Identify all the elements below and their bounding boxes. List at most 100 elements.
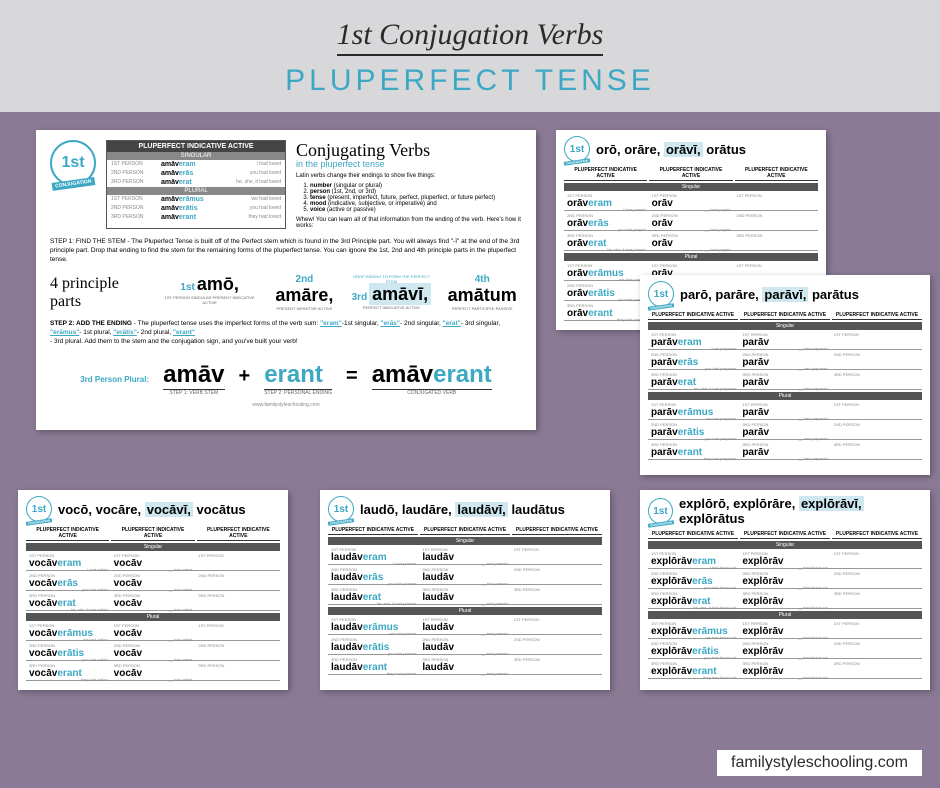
conjugation-cell: 1ST PERSONexplōrāverāmuswe had found out xyxy=(648,619,739,639)
paradigm-table: PLUPERFECT INDICATIVE ACTIVE SINGULAR 1S… xyxy=(106,140,286,229)
principle-parts-header: laudō, laudāre, laudāvī, laudātus xyxy=(360,502,565,517)
conjugation-cell: 1ST PERSONexplōrāveramI had found out xyxy=(648,549,739,569)
conjugation-cell: 1ST PERSONvocāv__ had called xyxy=(111,621,196,641)
conjugation-cell: 1ST PERSONorāv__ had prayed xyxy=(649,191,734,211)
th-singular: SINGULAR xyxy=(107,152,285,160)
conjugation-cell: 1ST PERSON xyxy=(511,545,602,565)
conjugation-cell: 3RD PERSONvocāv__ had called xyxy=(111,661,196,681)
conjugation-cell: 1ST PERSONexplōrāv__ had found out xyxy=(739,619,830,639)
conjugation-cell: 3RD PERSONparāverathe, she, it had prepa… xyxy=(648,370,739,390)
conjugation-cell: 2ND PERSONorāv__ had prayed xyxy=(649,211,734,231)
conjugation-cell: 2ND PERSONparāverātisyou had prepared xyxy=(648,420,739,440)
conjugation-cell: 2ND PERSON xyxy=(831,569,922,589)
conjugation-cell: 3RD PERSONorāverantthey had prayed xyxy=(564,301,649,321)
conjugation-cell: 3RD PERSONexplōrāverantthey had found ou… xyxy=(648,659,739,679)
formula-stem: amāv xyxy=(163,361,224,390)
whew: Whew! You can learn all of that informat… xyxy=(296,217,522,229)
conjugation-cell: 3RD PERSONparāv__ had prepared xyxy=(739,440,830,460)
conjugation-cell: 1ST PERSONparāveramI had prepared xyxy=(648,330,739,350)
conjugation-cell: 3RD PERSONexplōrāv__ had found out xyxy=(739,659,830,679)
conjugation-cell: 3RD PERSON xyxy=(831,589,922,609)
conjugation-cell: 2ND PERSONlaudāverātisyou had praised xyxy=(328,635,419,655)
principle-parts-header: parō, parāre, parāvī, parātus xyxy=(680,287,859,302)
conjugation-badge: 1stCONJUGATION xyxy=(648,498,673,524)
worksheet-laudo: 1stCONJUGATION laudō, laudāre, laudāvī, l… xyxy=(320,490,610,690)
conjugation-cell: 3RD PERSONvocāverantthey had called xyxy=(26,661,111,681)
conjugation-cell: 2ND PERSONvocāv__ had called xyxy=(111,571,196,591)
conjugation-cell: 3RD PERSON xyxy=(511,655,602,675)
conjugation-cell: 3RD PERSONlaudāverantthey had praised xyxy=(328,655,419,675)
explanation-text: Conjugating Verbs in the pluperfect tens… xyxy=(296,140,522,229)
title-main: 1st Conjugation Verbs xyxy=(337,18,604,56)
conjugation-cell: 2ND PERSONexplōrāv__ had found out xyxy=(739,639,830,659)
conjugation-cell: 2ND PERSON xyxy=(511,565,602,585)
conjugation-cell: 1ST PERSONlaudāv__ had praised xyxy=(419,545,510,565)
conjugation-cell: 3RD PERSONlaudāv__ had praised xyxy=(419,655,510,675)
conjugation-cell: 2ND PERSON xyxy=(511,635,602,655)
conjugation-cell: 2ND PERSONparāv__ had prepared xyxy=(739,420,830,440)
conjugation-cell: 2ND PERSONlaudāverāsyou had praised xyxy=(328,565,419,585)
conjugation-cell: 1ST PERSONvocāveramI had called xyxy=(26,551,111,571)
conjugation-cell: 1ST PERSON xyxy=(733,191,818,211)
conjugation-cell: 1ST PERSON xyxy=(195,621,280,641)
conjugation-cell: 2ND PERSONparāv__ had prepared xyxy=(739,350,830,370)
formula: 3rd Person Plural: amāv STEP 1: VERB STE… xyxy=(50,361,522,396)
conjugation-cell: 1ST PERSON xyxy=(831,619,922,639)
principle-parts-header: orō, orāre, orāvī, orātus xyxy=(596,142,746,157)
conjugation-cell: 1ST PERSONorāveramI had prayed xyxy=(564,191,649,211)
conjugation-cell: 2ND PERSONexplōrāverātisyou had found ou… xyxy=(648,639,739,659)
conjugation-cell: 2ND PERSONlaudāv__ had praised xyxy=(419,565,510,585)
conjugation-cell: 1ST PERSONparāverāmuswe had prepared xyxy=(648,400,739,420)
conjugation-cell: 1ST PERSON xyxy=(831,549,922,569)
conjugation-cell: 2ND PERSON xyxy=(831,350,922,370)
conjugation-cell: 1ST PERSON xyxy=(511,615,602,635)
conjugation-cell: 3RD PERSONlaudāv__ had praised xyxy=(419,585,510,605)
conjugation-badge: 1stCONJUGATION xyxy=(564,136,590,162)
badge-label: CONJUGATION xyxy=(51,177,94,191)
conjugation-cell: 2ND PERSONvocāverātisyou had called xyxy=(26,641,111,661)
worksheet-voco: 1stCONJUGATIONvocō, vocāre, vocāvī, vocā… xyxy=(18,490,288,690)
conjugation-cell: 1ST PERSONvocāv__ had called xyxy=(111,551,196,571)
conjugation-cell: 3RD PERSON xyxy=(511,585,602,605)
principle-parts-header: explōrō, explōrāre, explōrāvī, explōrātu… xyxy=(679,496,922,526)
conjugation-cell: 1ST PERSONexplōrāv__ had found out xyxy=(739,549,830,569)
conjugation-badge: 1stCONJUGATION xyxy=(328,496,354,522)
conjugation-cell: 3RD PERSONexplōrāv__ had found out xyxy=(739,589,830,609)
conjugation-cell: 3RD PERSONvocāverathe, she, it had calle… xyxy=(26,591,111,611)
conjugation-cell: 2ND PERSON xyxy=(733,211,818,231)
conjugation-cell: 1ST PERSONlaudāv__ had praised xyxy=(419,615,510,635)
right-title: Conjugating Verbs xyxy=(296,140,522,161)
conjugation-cell: 2ND PERSON xyxy=(195,641,280,661)
badge-num: 1st xyxy=(61,154,84,172)
conjugation-badge: 1stCONJUGATION xyxy=(648,281,674,307)
conjugation-cell: 1ST PERSON xyxy=(831,400,922,420)
formula-result: amāverant xyxy=(372,361,492,390)
conjugation-cell: 2ND PERSON xyxy=(831,420,922,440)
step1: STEP 1: FIND THE STEM - The Pluperfect T… xyxy=(50,237,522,264)
conjugation-cell: 2ND PERSONorāverātisyou had prayed xyxy=(564,281,649,301)
card-url: www.familystyleschooling.com xyxy=(50,402,522,408)
parts-label: 4 principle parts xyxy=(50,275,147,311)
conjugation-cell: 2ND PERSON xyxy=(195,571,280,591)
conjugation-cell: 1ST PERSONlaudāverāmuswe had praised xyxy=(328,615,419,635)
conjugation-cell: 2ND PERSONexplōrāverāsyou had found out xyxy=(648,569,739,589)
conjugation-cell: 2ND PERSONparāverāsyou had prepared xyxy=(648,350,739,370)
conjugation-cell: 3RD PERSON xyxy=(195,591,280,611)
conjugation-cell: 2ND PERSONvocāverāsyou had called xyxy=(26,571,111,591)
conjugation-cell: 1ST PERSONparāv__ had prepared xyxy=(739,400,830,420)
worksheet-paro: 1stCONJUGATION parō, parāre, parāvī, parā… xyxy=(640,275,930,475)
conjugation-cell: 2ND PERSON xyxy=(831,639,922,659)
title-sub: PLUPERFECT TENSE xyxy=(0,64,940,98)
footer-url: familystyleschooling.com xyxy=(717,750,922,776)
conjugation-cell: 3RD PERSON xyxy=(831,370,922,390)
conjugation-cell: 3RD PERSON xyxy=(195,661,280,681)
header-banner: 1st Conjugation Verbs PLUPERFECT TENSE xyxy=(0,0,940,112)
conjugation-cell: 3RD PERSONvocāv__ had called xyxy=(111,591,196,611)
conjugation-cell: 3RD PERSON xyxy=(831,659,922,679)
principle-parts: 4 principle parts 1st amō,1ST PERSON SIN… xyxy=(50,274,522,311)
step2: STEP 2: ADD THE ENDING - The pluperfect … xyxy=(50,319,522,346)
conjugation-cell: 2ND PERSONvocāv__ had called xyxy=(111,641,196,661)
conjugation-cell: 2ND PERSONorāverāsyou had prayed xyxy=(564,211,649,231)
conjugation-cell: 3RD PERSONparāverantthey had prepared xyxy=(648,440,739,460)
conjugation-cell: 2ND PERSONlaudāv__ had praised xyxy=(419,635,510,655)
